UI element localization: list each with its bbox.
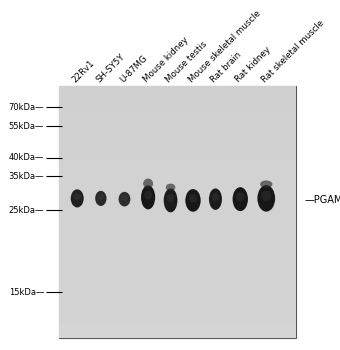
Text: Mouse kidney: Mouse kidney bbox=[142, 35, 190, 84]
Text: 25kDa—: 25kDa— bbox=[9, 206, 44, 215]
Text: 55kDa—: 55kDa— bbox=[9, 121, 44, 131]
Text: Rat skeletal muscle: Rat skeletal muscle bbox=[260, 18, 326, 84]
Ellipse shape bbox=[71, 189, 84, 208]
Text: 70kDa—: 70kDa— bbox=[9, 103, 44, 112]
Ellipse shape bbox=[74, 193, 81, 200]
Ellipse shape bbox=[167, 194, 174, 203]
Text: —PGAM2: —PGAM2 bbox=[304, 195, 340, 205]
Ellipse shape bbox=[95, 191, 106, 206]
Ellipse shape bbox=[185, 189, 201, 212]
Ellipse shape bbox=[143, 178, 153, 189]
Ellipse shape bbox=[166, 184, 175, 191]
Ellipse shape bbox=[141, 186, 155, 209]
Ellipse shape bbox=[209, 188, 222, 210]
Text: SH-SY5Y: SH-SY5Y bbox=[95, 52, 127, 84]
Ellipse shape bbox=[189, 194, 197, 202]
Ellipse shape bbox=[233, 187, 248, 211]
Ellipse shape bbox=[164, 188, 177, 212]
Text: 15kDa—: 15kDa— bbox=[9, 288, 44, 297]
Ellipse shape bbox=[119, 192, 130, 206]
FancyBboxPatch shape bbox=[59, 86, 296, 338]
Ellipse shape bbox=[144, 190, 152, 199]
Text: Rat kidney: Rat kidney bbox=[234, 45, 273, 84]
Ellipse shape bbox=[257, 185, 275, 212]
Text: 22Rv1: 22Rv1 bbox=[71, 58, 97, 84]
Text: Mouse skeletal muscle: Mouse skeletal muscle bbox=[187, 8, 262, 84]
Text: Rat brain: Rat brain bbox=[209, 50, 243, 84]
Text: 35kDa—: 35kDa— bbox=[9, 172, 44, 181]
Text: U-87MG: U-87MG bbox=[118, 53, 149, 84]
Ellipse shape bbox=[98, 194, 104, 200]
Ellipse shape bbox=[121, 195, 128, 201]
Ellipse shape bbox=[212, 193, 219, 201]
Text: 40kDa—: 40kDa— bbox=[9, 153, 44, 162]
Text: Mouse testis: Mouse testis bbox=[164, 39, 209, 84]
Ellipse shape bbox=[261, 191, 271, 201]
Ellipse shape bbox=[260, 181, 272, 188]
Ellipse shape bbox=[236, 192, 244, 201]
